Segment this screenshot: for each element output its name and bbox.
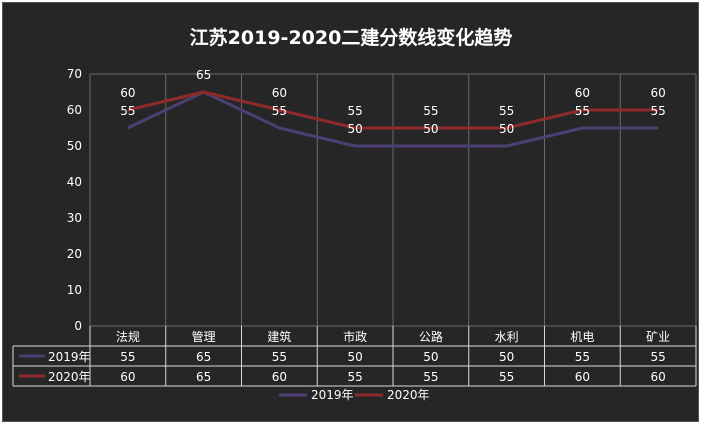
y-tick-label: 50 bbox=[67, 139, 82, 153]
table-cell: 50 bbox=[347, 350, 362, 364]
data-label: 55 bbox=[575, 104, 590, 118]
table-series-name: 2019年 bbox=[48, 350, 91, 364]
data-label: 60 bbox=[272, 86, 287, 100]
y-tick-label: 10 bbox=[67, 283, 82, 297]
category-label: 市政 bbox=[343, 329, 367, 344]
line-chart: 江苏2019-2020二建分数线变化趋势 0 10 20 30 40 50 60 70 60 55… bbox=[12, 26, 697, 402]
y-tick-label: 40 bbox=[67, 175, 82, 189]
table-cell: 55 bbox=[120, 350, 135, 364]
category-label: 机电 bbox=[570, 330, 594, 344]
category-label: 矿业 bbox=[646, 330, 670, 344]
data-table: 法规 管理 建筑 市政 公路 水利 机电 矿业 2019年 55 65 55 50 50 50 55 55 202… bbox=[12, 326, 697, 387]
legend-label: 2019年 bbox=[311, 388, 354, 402]
table-cell: 60 bbox=[575, 370, 590, 384]
legend: 2019年 2020年 bbox=[279, 388, 430, 402]
table-cell: 60 bbox=[272, 370, 287, 384]
y-tick-label: 70 bbox=[67, 67, 82, 81]
table-cell: 60 bbox=[120, 370, 135, 384]
data-label: 55 bbox=[120, 104, 135, 118]
series-line-1 bbox=[127, 90, 659, 148]
y-tick-label: 60 bbox=[67, 103, 82, 117]
y-tick-label: 30 bbox=[67, 211, 82, 225]
table-cell: 50 bbox=[423, 350, 438, 364]
data-label: 50 bbox=[347, 122, 362, 136]
y-tick-label: 20 bbox=[67, 247, 82, 261]
plot-area: 0 10 20 30 40 50 60 70 60 55 65 60 55 55 50 55 50 55 50 60 5… bbox=[67, 67, 697, 333]
data-label: 55 bbox=[272, 104, 287, 118]
table-series-name: 2020年 bbox=[48, 370, 91, 384]
table-cell: 55 bbox=[423, 370, 438, 384]
data-label: 55 bbox=[499, 104, 514, 118]
data-label: 55 bbox=[347, 104, 362, 118]
category-label: 公路 bbox=[419, 329, 443, 344]
data-label: 65 bbox=[196, 68, 211, 82]
series-line-2 bbox=[127, 90, 659, 130]
table-cell: 50 bbox=[499, 350, 514, 364]
category-label: 水利 bbox=[495, 330, 519, 344]
data-label: 55 bbox=[650, 104, 665, 118]
table-cell: 55 bbox=[272, 350, 287, 364]
table-cell: 65 bbox=[196, 370, 211, 384]
chart-frame: 江苏2019-2020二建分数线变化趋势 0 10 20 30 40 50 60 70 60 55… bbox=[2, 2, 699, 422]
category-label: 管理 bbox=[192, 329, 216, 344]
table-cell: 55 bbox=[499, 370, 514, 384]
data-label: 60 bbox=[650, 86, 665, 100]
table-cell: 55 bbox=[650, 350, 665, 364]
table-cell: 55 bbox=[347, 370, 362, 384]
table-cell: 60 bbox=[650, 370, 665, 384]
data-label: 50 bbox=[423, 122, 438, 136]
category-label: 法规 bbox=[116, 329, 140, 344]
chart-title: 江苏2019-2020二建分数线变化趋势 bbox=[190, 26, 513, 49]
table-cell: 65 bbox=[196, 350, 211, 364]
data-label: 60 bbox=[120, 86, 135, 100]
y-tick-label: 0 bbox=[74, 319, 82, 333]
data-label: 50 bbox=[499, 122, 514, 136]
data-label: 55 bbox=[423, 104, 438, 118]
category-label: 建筑 bbox=[267, 329, 291, 344]
legend-label: 2020年 bbox=[387, 388, 430, 402]
data-label: 60 bbox=[575, 86, 590, 100]
table-cell: 55 bbox=[575, 350, 590, 364]
